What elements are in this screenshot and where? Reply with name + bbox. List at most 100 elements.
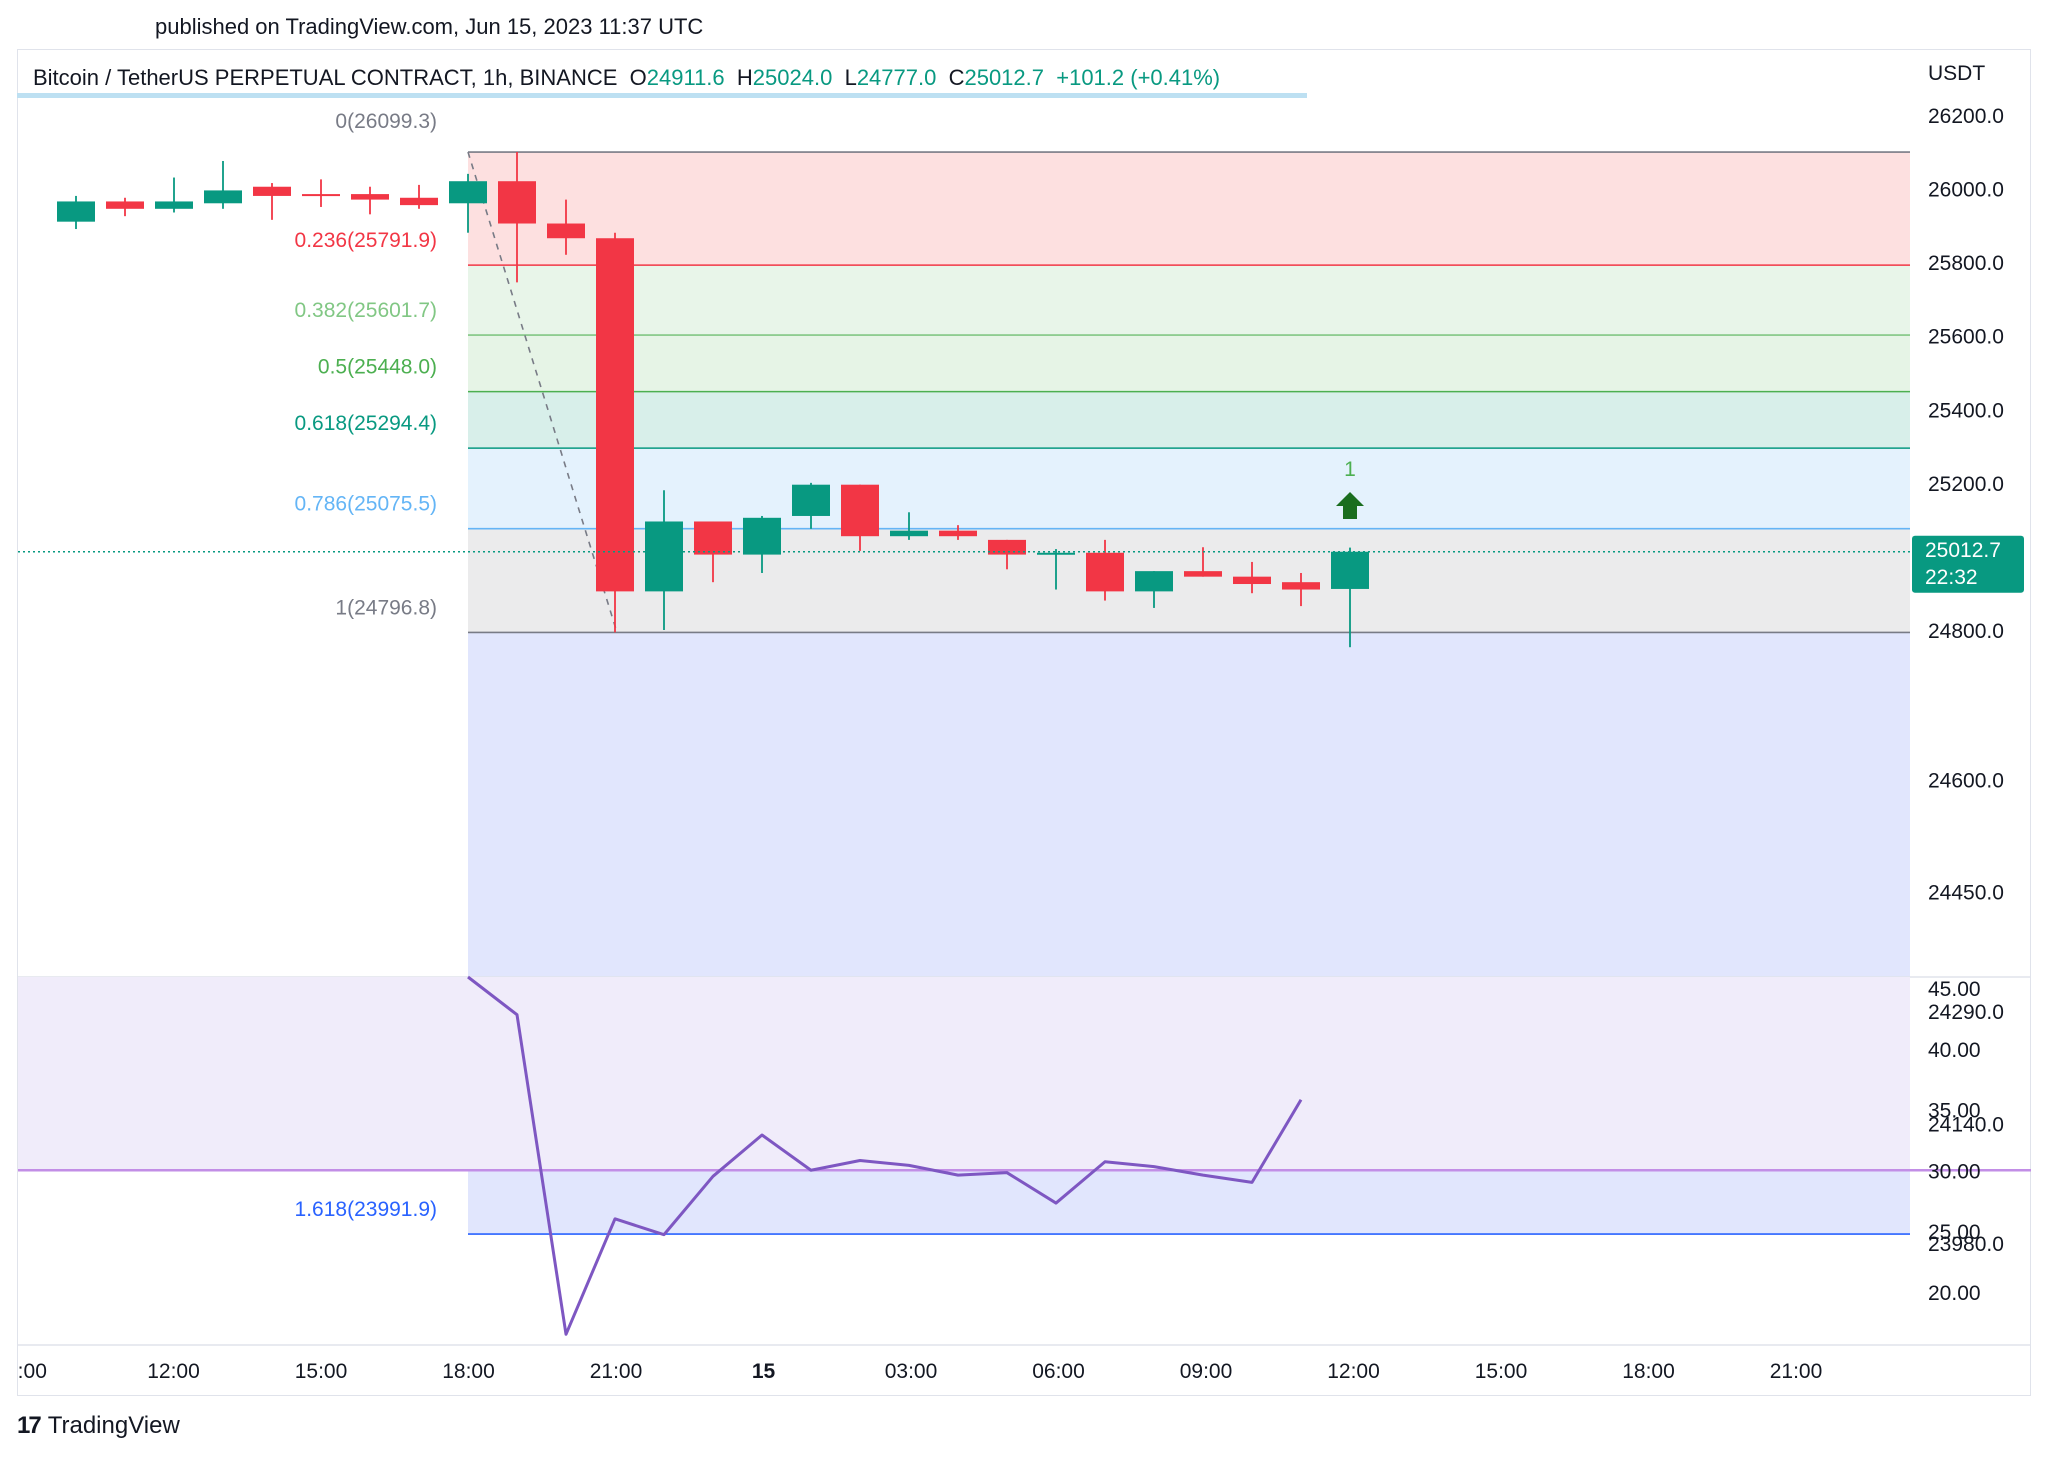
current-price-tag: 25012.7 22:32	[1912, 535, 2024, 593]
tradingview-logo-text: TradingView	[47, 1412, 180, 1439]
fib-labels: 0(26099.3) 0.236(25791.9) 0.382(25601.7) 0.…	[295, 110, 437, 1221]
rsi-axis: 45.00 40.00 35.00 30.00 25.00 20.00	[1928, 978, 1981, 1305]
time-tick-label: 18:00	[1622, 1360, 1675, 1383]
candle-body	[155, 201, 193, 209]
time-tick-label: 21:00	[590, 1360, 643, 1383]
high-label: H	[736, 65, 753, 90]
candle-body	[841, 484, 879, 537]
price-tick-label: 24600.0	[1928, 770, 2004, 793]
rsi-pane	[18, 975, 2031, 1336]
candle	[1086, 539, 1124, 601]
fib-level-label: 0.786(25075.5)	[295, 493, 437, 516]
time-tick-label: 09:00	[1180, 1360, 1233, 1383]
candle	[1037, 549, 1075, 590]
candle-body	[449, 181, 487, 204]
candle	[351, 186, 389, 215]
price-tick-label: 23980.0	[1928, 1233, 2004, 1256]
candle-body	[1233, 576, 1271, 585]
candle	[57, 195, 95, 230]
candle	[694, 521, 732, 583]
candle	[1233, 561, 1271, 594]
rsi-tick-label: 20.00	[1928, 1282, 1981, 1305]
fib-zone	[468, 448, 1910, 529]
signal-marker: 1	[1336, 458, 1364, 519]
chart-frame	[17, 49, 2031, 1396]
candle-body	[939, 530, 977, 537]
candle-body	[988, 539, 1026, 555]
fib-level-label: 1(24796.8)	[335, 596, 437, 619]
time-tick-label: 03:00	[885, 1360, 938, 1383]
candle	[204, 160, 242, 209]
fib-level-label: 0.382(25601.7)	[295, 299, 437, 322]
candle	[890, 512, 928, 540]
symbol-legend[interactable]: Bitcoin / TetherUS PERPETUAL CONTRACT, 1…	[33, 65, 1220, 91]
change-value: +101.2 (+0.41%)	[1056, 65, 1221, 90]
candle-body	[645, 521, 683, 592]
fib-zone	[468, 152, 1910, 266]
candle	[302, 179, 340, 207]
price-tick-label: 24800.0	[1928, 620, 2004, 643]
candle	[939, 525, 977, 540]
fib-zone	[468, 528, 1910, 633]
price-tag-countdown: 22:32	[1925, 566, 1978, 589]
tradingview-logo[interactable]: 17 TradingView	[17, 1412, 180, 1440]
rsi-band-fill	[18, 977, 1910, 1171]
fib-level-label: 0.5(25448.0)	[318, 356, 437, 379]
candle-body	[1037, 552, 1075, 555]
price-tick-label: 25200.0	[1928, 473, 2004, 496]
open-label: O	[629, 65, 647, 90]
candle-body	[743, 517, 781, 555]
symbol-title: Bitcoin / TetherUS PERPETUAL CONTRACT, 1…	[33, 65, 618, 90]
fib-level-label: 0.236(25791.9)	[295, 229, 437, 252]
candle-body	[400, 197, 438, 206]
time-tick-label: 12:00	[147, 1360, 200, 1383]
arrow-up-icon	[1336, 492, 1364, 519]
time-tick-label: 15:00	[295, 1360, 348, 1383]
open-value: 24911.6	[646, 65, 725, 90]
candle-body	[694, 521, 732, 555]
low-label: L	[844, 65, 857, 90]
candle	[498, 152, 536, 283]
price-tick-label: 26000.0	[1928, 179, 2004, 202]
currency-label: USDT	[1928, 62, 1986, 85]
fib-zone	[468, 335, 1910, 392]
rsi-tick-label: 40.00	[1928, 1039, 1981, 1062]
candle	[1282, 572, 1320, 607]
time-tick-label: 06:00	[1032, 1360, 1085, 1383]
candle-body	[1184, 571, 1222, 577]
candle	[743, 515, 781, 573]
candle-body	[302, 194, 340, 197]
candle-body	[890, 530, 928, 537]
candle	[988, 539, 1026, 570]
candle	[645, 490, 683, 630]
candle	[155, 177, 193, 213]
fib-lines	[468, 151, 1910, 1235]
rsi-tick-label: 35.00	[1928, 1100, 1981, 1123]
candle	[792, 482, 830, 529]
candle-body	[1135, 571, 1173, 592]
candle	[400, 184, 438, 209]
price-tick-label: 25800.0	[1928, 252, 2004, 275]
candle	[253, 183, 291, 220]
price-tag-bg	[1912, 535, 2024, 593]
current-price-tag: 25012.7 22:32	[1912, 535, 2024, 593]
candles	[57, 152, 1369, 648]
low-value: 24777.0	[856, 65, 937, 90]
price-tick-label: 25400.0	[1928, 399, 2004, 422]
time-axis: 9:00 12:00 15:00 18:00 21:00 15 03:00 06:00 09:0…	[0, 1344, 2031, 1390]
candle	[106, 197, 144, 217]
fib-level-label: 0.618(25294.4)	[295, 412, 437, 435]
rsi-line	[467, 975, 1303, 1336]
candle-body	[547, 223, 585, 239]
time-tick-label: 15	[752, 1360, 776, 1383]
tradingview-logo-icon: 17	[17, 1412, 42, 1439]
time-tick-label: 18:00	[442, 1360, 495, 1383]
price-tick-label: 26200.0	[1928, 105, 2004, 128]
rsi-tick-label: 25.00	[1928, 1221, 1981, 1244]
high-value: 25024.0	[752, 65, 833, 90]
candle-body	[498, 181, 536, 224]
fib-level-label: 0(26099.3)	[335, 110, 437, 133]
time-tick-label: 15:00	[1475, 1360, 1528, 1383]
price-axis: 26200.0 26000.0 25800.0 25600.0 25400.0 25200…	[1928, 105, 2004, 1256]
